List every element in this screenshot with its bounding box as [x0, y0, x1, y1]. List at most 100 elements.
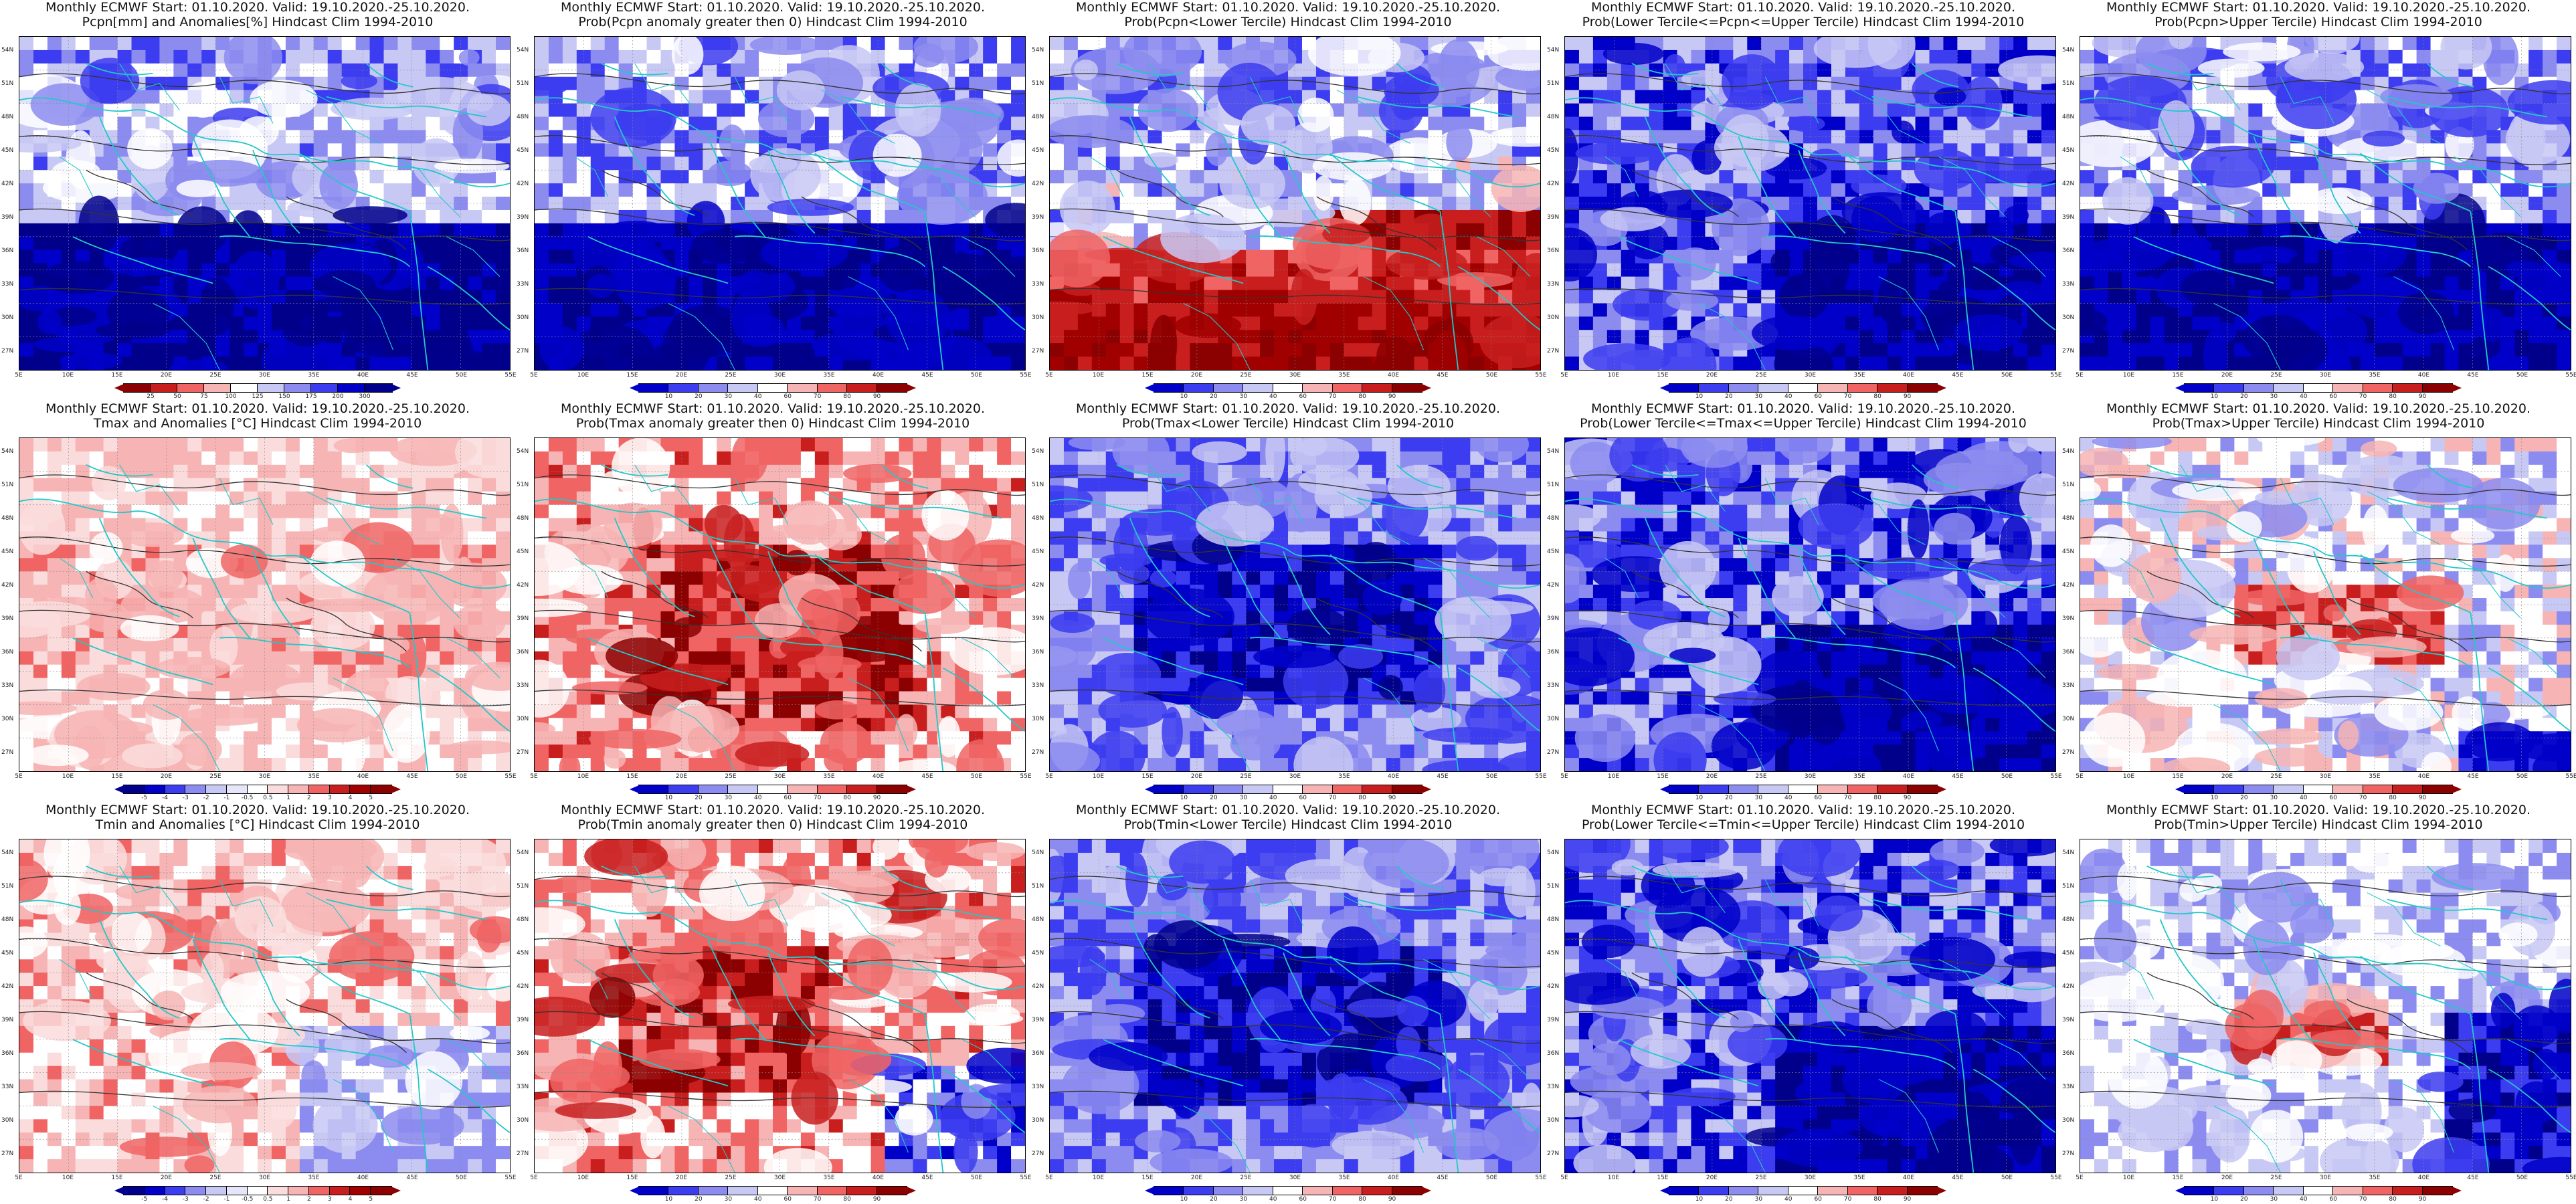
- colorbar: [1660, 383, 1946, 393]
- longitude-label: 55E: [1535, 773, 1547, 780]
- longitude-label: 55E: [2565, 372, 2576, 379]
- latitude-label: 51N: [1, 883, 14, 890]
- longitude-label: 45E: [921, 372, 933, 379]
- colorbar-tick-label: 30: [1239, 1196, 1248, 1203]
- longitude-label: 30E: [1289, 1175, 1301, 1181]
- longitude-label: 40E: [1902, 773, 1915, 780]
- colorbar-tick-label: -0.5: [241, 795, 254, 801]
- longitude-label: 20E: [1706, 372, 1718, 379]
- colorbar-segment: [1302, 785, 1334, 794]
- colorbar-segment: [1183, 785, 1215, 794]
- colorbar-segment: [2273, 1186, 2305, 1195]
- colorbar-segment: [1154, 383, 1185, 393]
- map-canvas: [2080, 37, 2571, 370]
- colorbar-segment: [638, 785, 670, 794]
- longitude-label: 25E: [1755, 372, 1767, 379]
- longitude-label: 20E: [1190, 773, 1203, 780]
- colorbar: [114, 785, 401, 794]
- colorbar-tick-label: 70: [1843, 393, 1852, 400]
- colorbar-tick-label: 60: [1814, 1196, 1822, 1203]
- longitude-label: 30E: [1804, 1175, 1817, 1181]
- colorbar-tick-label: 200: [332, 393, 344, 400]
- longitude-label: 20E: [2221, 773, 2233, 780]
- longitude-label: 40E: [357, 372, 369, 379]
- colorbar-segment: [2213, 1186, 2245, 1195]
- latitude-label: 48N: [1547, 515, 1560, 522]
- map-canvas: [19, 839, 510, 1173]
- colorbar-segment: [1272, 383, 1304, 393]
- map-canvas: [1050, 839, 1540, 1173]
- latitude-label: 27N: [2062, 749, 2075, 756]
- colorbar-tick-label: 20: [1725, 795, 1733, 801]
- latitude-label: 54N: [1, 448, 14, 455]
- colorbar-tick-label: 90: [2418, 1196, 2427, 1203]
- longitude-label: 35E: [823, 372, 835, 379]
- longitude-label: 55E: [2565, 1175, 2576, 1181]
- panel-title: Monthly ECMWF Start: 01.10.2020. Valid: …: [0, 803, 515, 832]
- colorbar-segment: [267, 1186, 290, 1195]
- colorbar-tick-label: 90: [1903, 1196, 1912, 1203]
- colorbar-segment: [1331, 383, 1364, 393]
- longitude-label: 30E: [258, 1175, 271, 1181]
- longitude-label: 25E: [1240, 773, 1252, 780]
- latitude-label: 30N: [517, 716, 529, 722]
- colorbar-tick-label: 80: [2389, 795, 2397, 801]
- longitude-label: 30E: [2319, 372, 2332, 379]
- longitude-label: 10E: [577, 372, 589, 379]
- colorbar-tick-label: 30: [1239, 795, 1248, 801]
- panel-title: Monthly ECMWF Start: 01.10.2020. Valid: …: [515, 0, 1030, 29]
- colorbar-segment: [329, 1186, 351, 1195]
- colorbar-tick-label: 40: [2300, 795, 2308, 801]
- longitude-label: 50E: [455, 773, 468, 780]
- colorbar-segment: [2243, 1186, 2275, 1195]
- latitude-label: 51N: [517, 80, 529, 87]
- colorbar-right-arrow: [2452, 785, 2462, 793]
- colorbar: [114, 383, 401, 393]
- colorbar-tick-label: 20: [695, 393, 703, 400]
- longitude-label: 45E: [2467, 1175, 2479, 1181]
- colorbar: [630, 785, 916, 794]
- forecast-map: [1049, 36, 1541, 371]
- colorbar-segment: [337, 383, 366, 393]
- colorbar: [1660, 785, 1946, 794]
- latitude-label: 42N: [1, 983, 14, 990]
- panel-title: Monthly ECMWF Start: 01.10.2020. Valid: …: [1030, 803, 1546, 832]
- colorbar-tick-label: 10: [1695, 795, 1704, 801]
- longitude-label: 50E: [970, 773, 983, 780]
- panel-title: Monthly ECMWF Start: 01.10.2020. Valid: …: [0, 0, 515, 29]
- longitude-label: 45E: [1437, 1175, 1449, 1181]
- longitude-label: 20E: [675, 773, 688, 780]
- latitude-label: 33N: [517, 281, 529, 288]
- longitude-label: 20E: [1706, 1175, 1718, 1181]
- forecast-map: [534, 839, 1026, 1173]
- colorbar-tick-label: 10: [2210, 795, 2219, 801]
- colorbar-tick-label: 20: [1725, 393, 1733, 400]
- panel-title-line1: Monthly ECMWF Start: 01.10.2020. Valid: …: [1076, 803, 1500, 817]
- colorbar: [1660, 1186, 1946, 1195]
- longitude-label: 40E: [2417, 1175, 2430, 1181]
- colorbar-segment: [230, 383, 259, 393]
- map-canvas: [535, 37, 1025, 370]
- colorbar-segment: [2421, 1186, 2454, 1195]
- longitude-label: 55E: [1020, 1175, 1032, 1181]
- panel-title-line1: Monthly ECMWF Start: 01.10.2020. Valid: …: [561, 0, 985, 15]
- latitude-label: 33N: [1, 1084, 14, 1090]
- colorbar-left-arrow: [114, 785, 124, 793]
- colorbar-segment: [1362, 383, 1394, 393]
- latitude-label: 33N: [1032, 682, 1044, 689]
- longitude-label: 5E: [2076, 1175, 2084, 1181]
- longitude-label: 20E: [675, 1175, 688, 1181]
- colorbar: [630, 383, 916, 393]
- latitude-label: 33N: [2062, 682, 2075, 689]
- longitude-label: 15E: [1657, 372, 1669, 379]
- latitude-label: 51N: [1, 80, 14, 87]
- latitude-label: 42N: [1032, 983, 1044, 990]
- colorbar-segment: [876, 785, 908, 794]
- colorbar-tick-label: 3: [327, 1196, 332, 1203]
- latitude-label: 42N: [2062, 181, 2075, 187]
- colorbar-tick-label: -4: [162, 1196, 169, 1203]
- latitude-label: 45N: [1032, 147, 1044, 154]
- latitude-label: 33N: [1547, 281, 1560, 288]
- latitude-label: 39N: [2062, 1017, 2075, 1023]
- colorbar-tick-label: 90: [1903, 393, 1912, 400]
